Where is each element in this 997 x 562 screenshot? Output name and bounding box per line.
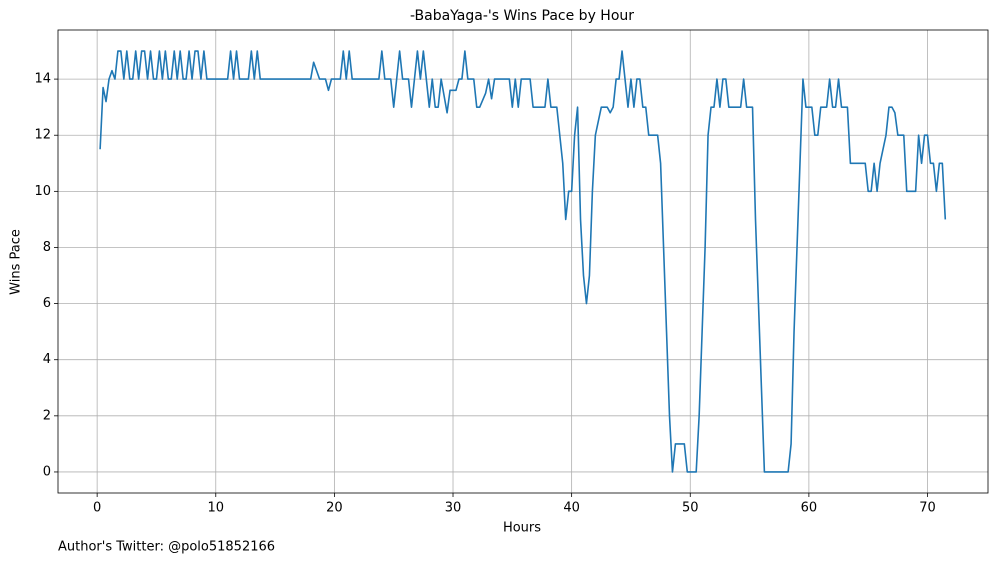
- x-tick-label: 50: [682, 501, 699, 516]
- y-tick-label: 2: [43, 408, 51, 423]
- x-axis-label: Hours: [503, 521, 541, 536]
- footnote: Author's Twitter: @polo51852166: [58, 540, 275, 555]
- plot-frame: [57, 29, 989, 494]
- chart-title: -BabaYaga-'s Wins Pace by Hour: [410, 8, 634, 24]
- data-line: [99, 50, 947, 473]
- y-tick-label: 14: [34, 72, 51, 87]
- x-tick-label: 20: [326, 501, 343, 516]
- x-tick-label: 40: [563, 501, 580, 516]
- y-tick-label: 10: [34, 184, 51, 199]
- x-tick-label: 10: [207, 501, 224, 516]
- x-tick-label: 70: [919, 501, 936, 516]
- y-tick-label: 6: [43, 296, 51, 311]
- y-tick-label: 0: [43, 464, 51, 479]
- y-tick-label: 8: [43, 240, 51, 255]
- x-tick-label: 30: [445, 501, 462, 516]
- y-tick-label: 4: [43, 352, 51, 367]
- x-tick-label: 60: [801, 501, 818, 516]
- y-axis-label: Wins Pace: [9, 229, 24, 295]
- x-tick-label: 0: [93, 501, 101, 516]
- y-tick-label: 12: [34, 128, 51, 143]
